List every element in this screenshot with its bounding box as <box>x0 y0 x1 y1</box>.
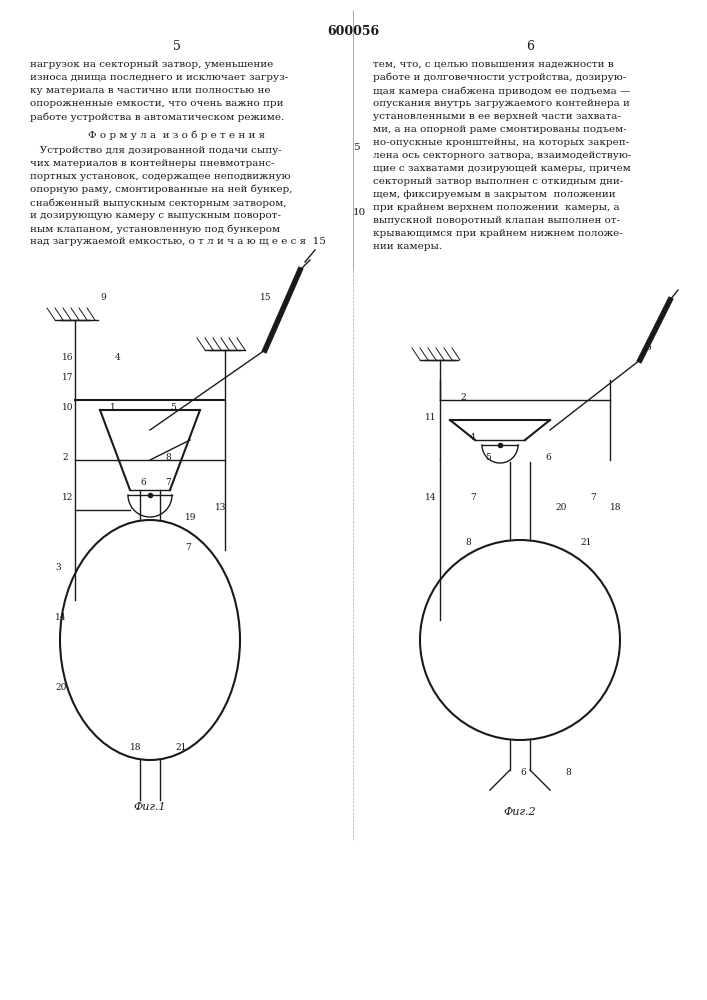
Text: лена ось секторного затвора, взаимодействую-: лена ось секторного затвора, взаимодейст… <box>373 151 631 160</box>
Text: 8: 8 <box>465 538 471 547</box>
Text: 9: 9 <box>100 293 106 302</box>
Text: 7: 7 <box>185 543 191 552</box>
Text: 6: 6 <box>545 453 551 462</box>
Text: 5: 5 <box>485 453 491 462</box>
Text: 20: 20 <box>55 683 66 692</box>
Text: 11: 11 <box>425 413 436 422</box>
Text: 12: 12 <box>62 493 74 502</box>
Text: 13: 13 <box>215 503 226 512</box>
Text: 5: 5 <box>170 403 176 412</box>
Text: при крайнем верхнем положении  камеры, а: при крайнем верхнем положении камеры, а <box>373 203 619 212</box>
Text: износа днища последнего и исключает загруз-: износа днища последнего и исключает загр… <box>30 73 288 82</box>
Text: щая камера снабжена приводом ее подъема —: щая камера снабжена приводом ее подъема … <box>373 86 631 96</box>
Text: щие с захватами дозирующей камеры, причем: щие с захватами дозирующей камеры, приче… <box>373 164 631 173</box>
Text: 4: 4 <box>470 433 476 442</box>
Text: 7: 7 <box>470 493 476 502</box>
Text: 7: 7 <box>165 478 171 487</box>
Text: 7: 7 <box>590 493 596 502</box>
Text: Фиг.2: Фиг.2 <box>503 807 537 817</box>
Text: 5: 5 <box>645 343 651 352</box>
Text: 6: 6 <box>140 478 146 487</box>
Text: выпускной поворотный клапан выполнен от-: выпускной поворотный клапан выполнен от- <box>373 216 620 225</box>
Text: 14: 14 <box>55 613 66 622</box>
Text: 6: 6 <box>520 768 526 777</box>
Text: 8: 8 <box>165 453 171 462</box>
Text: 3: 3 <box>55 563 61 572</box>
Text: опускания внутрь загружаемого контейнера и: опускания внутрь загружаемого контейнера… <box>373 99 630 108</box>
Text: тем, что, с целью повышения надежности в: тем, что, с целью повышения надежности в <box>373 60 614 69</box>
Text: 10: 10 <box>353 208 366 217</box>
Text: 5: 5 <box>173 40 181 53</box>
Text: над загружаемой емкостью, о т л и ч а ю щ е е с я  15: над загружаемой емкостью, о т л и ч а ю … <box>30 237 326 246</box>
Text: 2: 2 <box>62 453 68 462</box>
Text: Фиг.1: Фиг.1 <box>134 802 166 812</box>
Text: 17: 17 <box>62 373 74 382</box>
Text: щем, фиксируемым в закрытом  положении: щем, фиксируемым в закрытом положении <box>373 190 616 199</box>
Text: опорную раму, смонтированные на ней бункер,: опорную раму, смонтированные на ней бунк… <box>30 185 293 194</box>
Text: 4: 4 <box>115 353 121 362</box>
Text: и дозирующую камеру с выпускным поворот-: и дозирующую камеру с выпускным поворот- <box>30 211 281 220</box>
Text: ми, а на опорной раме смонтированы подъем-: ми, а на опорной раме смонтированы подъе… <box>373 125 626 134</box>
Text: Устройство для дозированной подачи сыпу-: Устройство для дозированной подачи сыпу- <box>30 146 282 155</box>
Text: 18: 18 <box>130 743 141 752</box>
Text: 20: 20 <box>555 503 566 512</box>
Text: снабженный выпускным секторным затвором,: снабженный выпускным секторным затвором, <box>30 198 286 208</box>
Text: нии камеры.: нии камеры. <box>373 242 442 251</box>
Text: 19: 19 <box>185 513 197 522</box>
Text: крывающимся при крайнем нижнем положе-: крывающимся при крайнем нижнем положе- <box>373 229 623 238</box>
Text: ку материала в частично или полностью не: ку материала в частично или полностью не <box>30 86 271 95</box>
Text: 5: 5 <box>353 143 360 152</box>
Text: но-опускные кронштейны, на которых закреп-: но-опускные кронштейны, на которых закре… <box>373 138 629 147</box>
Text: опорожненные емкости, что очень важно при: опорожненные емкости, что очень важно пр… <box>30 99 284 108</box>
Text: 8: 8 <box>565 768 571 777</box>
Text: 600056: 600056 <box>327 25 379 38</box>
Text: портных установок, содержащее неподвижную: портных установок, содержащее неподвижну… <box>30 172 291 181</box>
Text: 10: 10 <box>62 403 74 412</box>
Text: 21: 21 <box>580 538 591 547</box>
Text: 21: 21 <box>175 743 187 752</box>
Text: 15: 15 <box>260 293 271 302</box>
Text: установленными в ее верхней части захвата-: установленными в ее верхней части захват… <box>373 112 621 121</box>
Text: 6: 6 <box>526 40 534 53</box>
Text: 18: 18 <box>610 503 621 512</box>
Text: чих материалов в контейнеры пневмотранс-: чих материалов в контейнеры пневмотранс- <box>30 159 274 168</box>
Text: Ф о р м у л а  и з о б р е т е н и я: Ф о р м у л а и з о б р е т е н и я <box>88 130 266 139</box>
Text: 1: 1 <box>110 403 116 412</box>
Text: 16: 16 <box>62 353 74 362</box>
Text: нагрузок на секторный затвор, уменьшение: нагрузок на секторный затвор, уменьшение <box>30 60 273 69</box>
Text: работе устройства в автоматическом режиме.: работе устройства в автоматическом режим… <box>30 112 284 121</box>
Text: работе и долговечности устройства, дозирую-: работе и долговечности устройства, дозир… <box>373 73 626 83</box>
Text: 14: 14 <box>425 493 436 502</box>
Text: 2: 2 <box>460 393 466 402</box>
Text: секторный затвор выполнен с откидным дни-: секторный затвор выполнен с откидным дни… <box>373 177 624 186</box>
Text: ным клапаном, установленную под бункером: ным клапаном, установленную под бункером <box>30 224 280 233</box>
